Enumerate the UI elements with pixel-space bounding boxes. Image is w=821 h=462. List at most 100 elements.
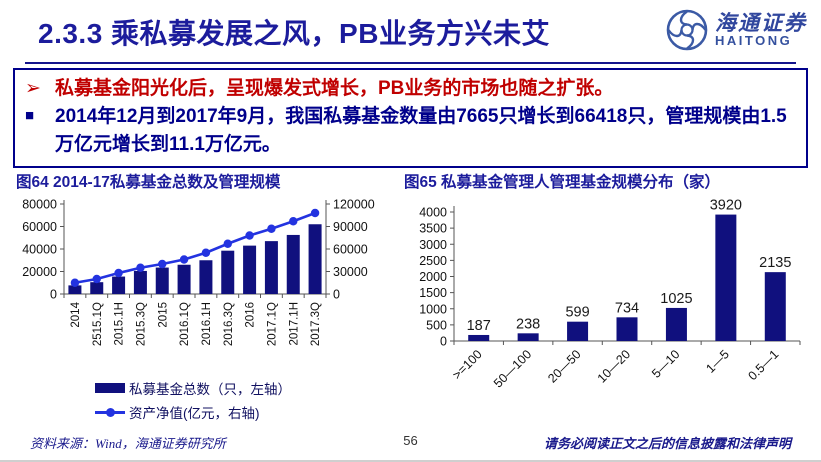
- bar: [567, 321, 589, 341]
- line-marker: [92, 274, 101, 284]
- bar: [112, 276, 126, 294]
- right-axis-tick-label: 60000: [333, 243, 368, 257]
- x-axis-category-label: 2016.1H: [201, 302, 213, 345]
- bar: [243, 245, 257, 294]
- line-series: [74, 211, 316, 285]
- y-axis-tick-label: 1000: [419, 302, 447, 316]
- x-axis-category-label: 0.5—1: [745, 347, 781, 383]
- left-axis-tick-label: 80000: [22, 198, 57, 212]
- right-axis-tick-label: 30000: [333, 265, 368, 279]
- y-axis-tick-label: 4000: [419, 206, 447, 220]
- x-axis-category-label: 2017.3Q: [310, 302, 322, 346]
- line-marker: [158, 259, 167, 269]
- x-axis-category-label: 2016: [245, 302, 257, 328]
- bar: [517, 333, 539, 341]
- bar: [90, 282, 104, 294]
- line-marker: [289, 217, 298, 226]
- bar: [264, 241, 278, 294]
- right-axis-tick-label: 0: [333, 288, 340, 302]
- x-axis-category-label: 20—50: [545, 347, 583, 385]
- haitong-logo: 海通证券 HAITONG: [665, 8, 807, 52]
- legend-item-line-series: 资产净值(亿元，右轴): [95, 402, 291, 422]
- x-axis-category-label: 2515.1Q: [92, 302, 104, 346]
- line-marker: [70, 278, 80, 287]
- left-axis-tick-label: 60000: [22, 220, 57, 234]
- x-axis-category-label: 2017.1H: [288, 302, 300, 345]
- arrow-bullet-icon: ➢: [25, 78, 41, 99]
- bar: [715, 214, 737, 341]
- legend-bar-label: 私募基金总数（只，左轴）: [129, 382, 291, 397]
- left-axis-tick-label: 20000: [22, 265, 57, 279]
- bar-value-label: 599: [565, 305, 589, 321]
- bar: [177, 264, 191, 294]
- bar-value-label: 3920: [710, 198, 742, 214]
- bar: [199, 260, 213, 294]
- x-axis-category-label: 1—5: [703, 347, 732, 376]
- line-marker: [310, 208, 320, 218]
- legend-line-label: 资产净值(亿元，右轴): [129, 406, 260, 421]
- legend-item-bar-series: 私募基金总数（只，左轴）: [95, 378, 291, 398]
- bar: [133, 270, 147, 294]
- x-axis-category-label: 10—20: [595, 347, 633, 385]
- chart-64-canvas: 0 20000 40000 60000 80000 0 30000 60000 90000 120…: [22, 198, 375, 347]
- logo-english-name: HAITONG: [715, 33, 793, 49]
- left-axis-tick-label: 0: [50, 288, 57, 302]
- x-axis-category-label: 2017.1Q: [266, 302, 278, 346]
- right-axis-tick-label: 90000: [333, 220, 368, 234]
- y-axis-tick-label: 3500: [419, 222, 447, 236]
- x-axis-category-label: 2015: [157, 302, 169, 328]
- y-axis-tick-label: 2000: [419, 270, 447, 284]
- x-axis-category-label: 2014: [70, 301, 82, 327]
- line-marker: [245, 231, 254, 240]
- bar: [308, 224, 322, 294]
- bar-value-label: 2135: [759, 255, 791, 271]
- x-axis-category-label: 2015.1H: [114, 302, 126, 345]
- summary-bullet-2: ■ 2014年12月到2017年9月，我国私募基金数量由7665只增长到6641…: [25, 103, 796, 159]
- line-marker: [267, 224, 276, 233]
- haitong-logo-icon: [666, 9, 708, 51]
- page-title: 2.3.3 乘私募发展之风，PB业务方兴未艾: [38, 18, 550, 49]
- bar: [221, 250, 235, 294]
- x-axis-category-label: 5—10: [649, 347, 683, 381]
- summary-box: ➢ 私募基金阳光化后，呈现爆发式增长，PB业务的市场也随之扩张。 ■ 2014年…: [13, 68, 808, 169]
- left-axis-tick-label: 40000: [22, 243, 57, 257]
- summary-bullet-1: ➢ 私募基金阳光化后，呈现爆发式增长，PB业务的市场也随之扩张。: [25, 75, 796, 103]
- right-axis-tick-label: 120000: [333, 198, 375, 212]
- line-marker: [114, 268, 123, 278]
- line-marker: [223, 239, 232, 248]
- data-source-note: 资料来源：Wind，海通证券研究所: [30, 436, 226, 451]
- y-axis-tick-label: 1500: [419, 286, 447, 300]
- header-divider: [25, 62, 796, 64]
- bar-swatch-icon: [95, 383, 125, 393]
- chart-64-title: 图64 2014-17私募基金总数及管理规模: [16, 174, 281, 191]
- bar: [665, 307, 687, 341]
- line-marker: [201, 248, 211, 257]
- bar: [468, 334, 490, 341]
- x-axis-category-label: 2016.1Q: [179, 302, 191, 346]
- bar-value-label: 734: [615, 300, 639, 316]
- y-axis-tick-label: 500: [426, 318, 447, 332]
- bar: [68, 285, 82, 294]
- summary-bullet-1-text: 私募基金阳光化后，呈现爆发式增长，PB业务的市场也随之扩张。: [55, 78, 614, 99]
- footer: 资料来源：Wind，海通证券研究所 56 请务必阅读正文之后的信息披露和法律声明: [0, 430, 821, 456]
- bar: [764, 272, 786, 341]
- bar-value-label: 187: [467, 318, 491, 334]
- bar: [155, 267, 169, 294]
- disclaimer-note: 请务必阅读正文之后的信息披露和法律声明: [543, 436, 791, 451]
- y-axis-tick-label: 2500: [419, 254, 447, 268]
- x-axis-category-label: >=100: [450, 347, 485, 382]
- chart-65-canvas: 0 500 1000 1500 2000 2500 3000 3500 4000 187 238 59…: [419, 198, 801, 391]
- x-axis-category-label: 2016.3Q: [223, 302, 235, 346]
- line-marker: [136, 263, 145, 272]
- y-axis-tick-label: 3000: [419, 238, 447, 252]
- bar-value-label: 238: [516, 316, 540, 332]
- x-axis-category-label: 50—100: [491, 347, 534, 390]
- x-axis-category-label: 2015.3Q: [135, 302, 147, 346]
- bar: [286, 234, 300, 294]
- chart-64-legend: 私募基金总数（只，左轴） 资产净值(亿元，右轴): [95, 378, 291, 422]
- line-marker: [179, 255, 189, 264]
- y-axis-tick-label: 0: [440, 335, 447, 349]
- line-swatch-icon: [95, 407, 125, 417]
- logo-chinese-name: 海通证券: [715, 11, 807, 36]
